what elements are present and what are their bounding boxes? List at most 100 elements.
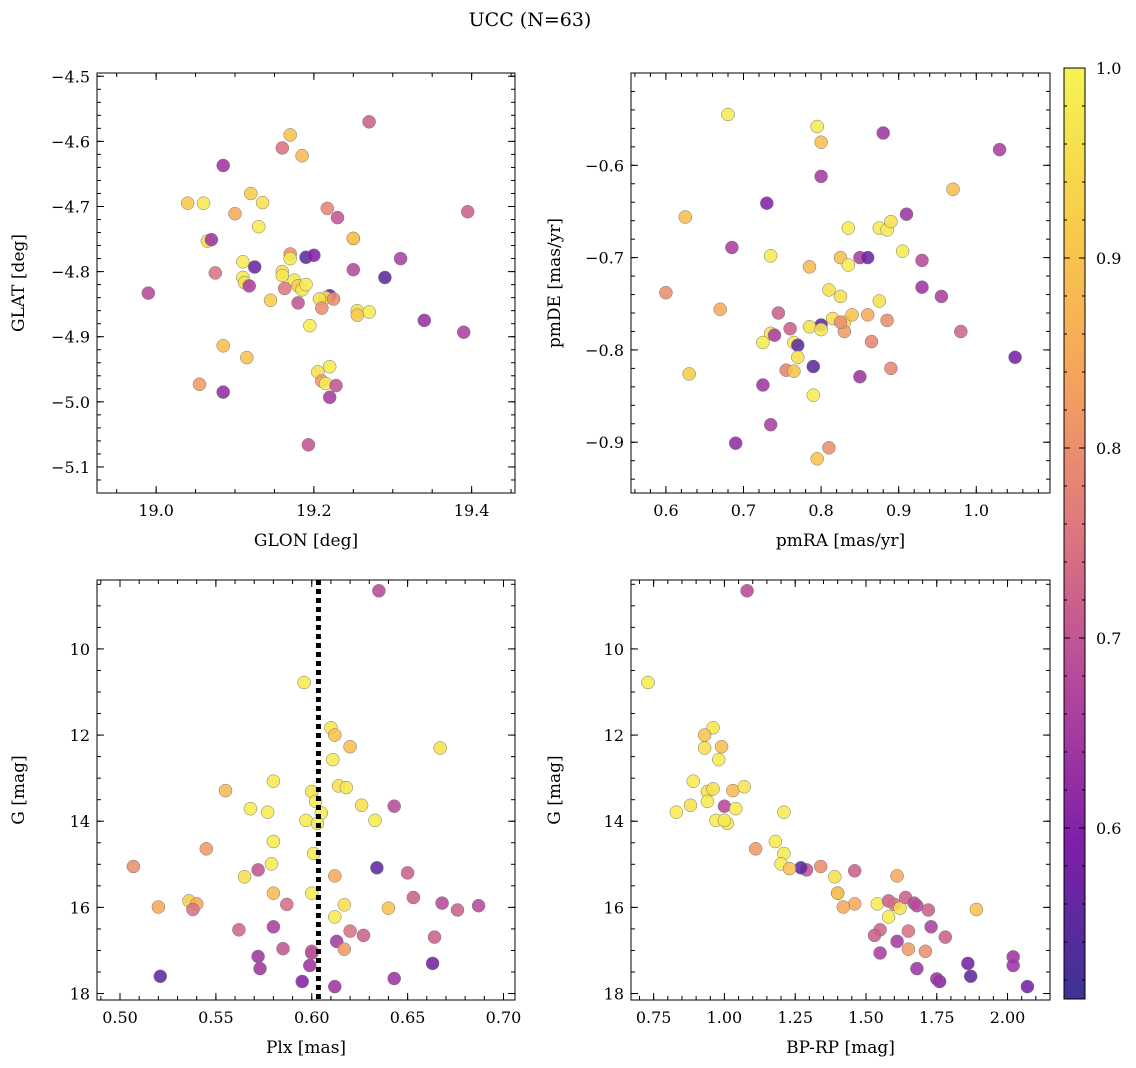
ax-pm: 0.6 0.7 0.8 0.9 1.0 −0.6 −0.7 −0.8 −0.9 pmRA [mas…: [545, 72, 1051, 551]
scatter-point: [841, 258, 856, 272]
scatter-point: [406, 890, 421, 905]
y-tick-label: 14: [604, 812, 624, 831]
scatter-point: [387, 799, 401, 813]
scatter-point: [697, 728, 712, 742]
scatter-point: [714, 739, 729, 754]
scatter-point: [275, 268, 290, 283]
scatter-point: [450, 903, 465, 917]
x-tick-label: 0.6: [653, 501, 678, 520]
scatter-point: [756, 335, 770, 350]
scatter-point: [867, 928, 882, 943]
scatter-point: [275, 141, 290, 155]
scatter-point: [763, 249, 778, 263]
scatter-point: [963, 969, 978, 984]
scatter-point: [362, 305, 376, 319]
scatter-point: [346, 231, 361, 246]
x-tick-label: 1.75: [919, 1008, 955, 1027]
scatter-point: [295, 148, 309, 163]
scatter-point: [291, 296, 305, 310]
scatter-point: [339, 780, 354, 795]
scatter-point: [725, 240, 739, 255]
scatter-point: [378, 270, 392, 285]
x-tick-label: 19.0: [138, 501, 174, 520]
scatter-point: [806, 388, 821, 402]
scatter-point: [833, 315, 848, 329]
scatter-point: [435, 896, 449, 910]
scatter-point: [740, 584, 754, 598]
scatter-point: [717, 813, 732, 828]
scatter-point: [828, 870, 842, 884]
scatter-point: [264, 857, 279, 871]
axes-frame: [96, 579, 516, 1001]
scatter-point: [876, 126, 890, 140]
scatter-points: [659, 107, 1022, 466]
scatter-point: [456, 325, 471, 339]
scatter-point: [884, 214, 898, 229]
scatter-point: [251, 863, 265, 877]
scatter-point: [356, 928, 371, 943]
scatter-point: [810, 452, 824, 466]
scatter-point: [328, 728, 342, 742]
scatter-point: [700, 794, 715, 809]
scatter-point: [337, 898, 352, 912]
x-axis-label: GLON [deg]: [254, 531, 358, 551]
scatter-point: [216, 158, 230, 173]
axes-frame: [630, 72, 1051, 494]
scatter-point: [240, 350, 254, 365]
colorbar-tick-label: 0.8: [1096, 439, 1121, 458]
scatter-point: [280, 897, 294, 912]
x-tick-label: 2.00: [990, 1008, 1026, 1027]
scatter-point: [186, 902, 200, 917]
scatter-point: [813, 859, 828, 874]
y-tick-label: 10: [70, 640, 90, 659]
scatter-point: [326, 752, 340, 767]
scatter-point: [343, 739, 357, 754]
scatter-point: [322, 359, 337, 374]
scatter-point: [218, 783, 233, 798]
scatter-point: [678, 210, 693, 224]
scatter-point: [814, 169, 828, 184]
scatter-point: [297, 675, 311, 690]
scatter-point: [253, 961, 267, 976]
x-tick-label: 0.70: [486, 1008, 522, 1027]
scatter-point: [822, 441, 836, 455]
scatter-point: [791, 338, 805, 353]
colorbar-gradient: [1063, 67, 1086, 1000]
scatter-point: [802, 260, 817, 274]
scatter-point: [320, 201, 335, 216]
scatter-point: [712, 752, 726, 767]
scatter-point: [930, 972, 944, 986]
x-tick-label: 0.50: [102, 1008, 138, 1027]
scatter-point: [236, 255, 250, 269]
y-tick-label: 16: [70, 898, 90, 917]
x-tick-label: 0.55: [198, 1008, 234, 1027]
scatter-point: [350, 308, 365, 322]
scatter-point: [330, 210, 345, 225]
scatter-point: [328, 910, 342, 924]
scatter-point: [845, 308, 859, 322]
y-tick-label: −0.6: [585, 156, 624, 175]
scatter-point: [683, 798, 698, 813]
x-tick-label: 0.75: [636, 1008, 672, 1027]
scatter-point: [425, 956, 440, 971]
scatter-point: [370, 861, 384, 875]
colorbar-tick-label: 0.7: [1096, 629, 1121, 648]
colorbar-tick-label: 1.0: [1096, 59, 1121, 78]
scatter-point: [180, 196, 195, 210]
scatter-point: [895, 244, 910, 258]
scatter-point: [251, 219, 266, 234]
scatter-point: [251, 949, 265, 964]
ax-plx-g: 0.50 0.55 0.60 0.65 0.70 10 12 14 16 18 Plx [mas] G…: [9, 579, 522, 1058]
scatter-point: [910, 961, 924, 976]
scatter-point: [802, 320, 817, 334]
scatter-point: [969, 902, 984, 917]
x-tick-label: 0.65: [390, 1008, 426, 1027]
scatter-point: [326, 292, 341, 306]
scatter-point: [301, 438, 316, 452]
x-tick-label: 0.8: [808, 501, 833, 520]
scatter-point: [400, 866, 415, 880]
scatter-point: [872, 294, 887, 308]
scatter-point: [847, 897, 862, 911]
scatter-point: [328, 869, 342, 883]
scatter-point: [721, 107, 735, 122]
